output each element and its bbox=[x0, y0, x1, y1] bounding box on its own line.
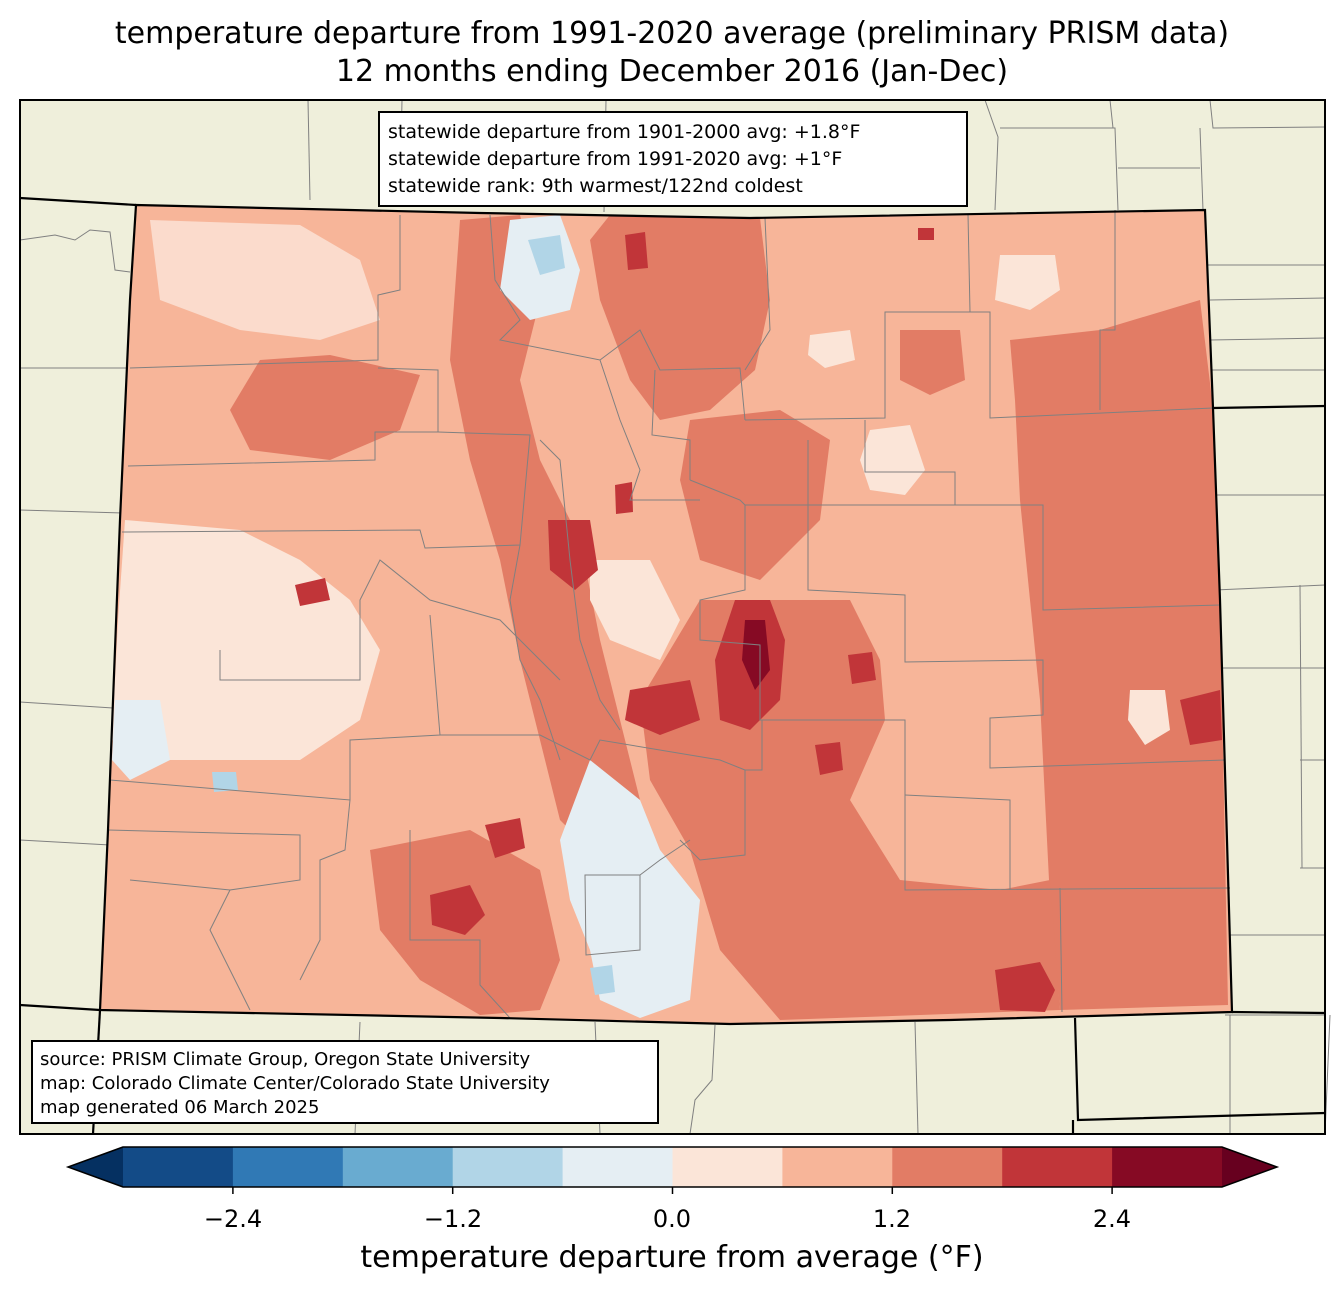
anomaly-region-hot-spot-12 bbox=[918, 228, 934, 240]
colorbar-bin bbox=[342, 1147, 454, 1187]
source-line-prism: source: PRISM Climate Group, Oregon Stat… bbox=[40, 1049, 531, 1070]
oklahoma-texas-border bbox=[1073, 1017, 1326, 1122]
anomaly-region-northeast-spot bbox=[900, 330, 965, 395]
anomaly-region-hot-spot-10 bbox=[625, 232, 648, 270]
colorbar-over-arrow bbox=[1222, 1147, 1277, 1187]
anomaly-region-west-near-normal bbox=[112, 520, 380, 760]
wyoming-utah-border bbox=[19, 196, 137, 207]
anomaly-region-northwest bbox=[230, 355, 420, 460]
colorbar-bin bbox=[562, 1147, 673, 1187]
colorbar-tick-label: 0.0 bbox=[652, 1205, 692, 1233]
statewide-stats-box: statewide departure from 1901-2000 avg: … bbox=[378, 111, 968, 207]
anomaly-region-eastern-plains bbox=[1010, 300, 1228, 1010]
anomaly-region-denver bbox=[680, 410, 830, 580]
colorbar-bin bbox=[452, 1147, 564, 1187]
anomaly-region-hot-spot-6 bbox=[485, 818, 525, 858]
anomaly-region-san-luis-valley bbox=[560, 760, 700, 1018]
colorbar-under-arrow bbox=[68, 1147, 123, 1187]
colorbar-bin bbox=[892, 1147, 1003, 1187]
anomaly-region-hot-spot-9 bbox=[295, 578, 330, 606]
stats-line-1991-2020: statewide departure from 1991-2020 avg: … bbox=[388, 148, 843, 170]
anomaly-region-south-park bbox=[590, 560, 680, 660]
arizona-nm-border bbox=[19, 1003, 101, 1012]
colorbar-tick-label: −2.4 bbox=[203, 1205, 263, 1233]
source-line-map: map: Colorado Climate Center/Colorado St… bbox=[40, 1073, 550, 1094]
source-credits-box: source: PRISM Climate Group, Oregon Stat… bbox=[31, 1040, 659, 1124]
colorado-boundary bbox=[98, 203, 1234, 1026]
anomaly-region-west-cool bbox=[112, 700, 170, 780]
anomaly-region-hot-spot-2 bbox=[625, 680, 700, 735]
colorbar-bin bbox=[123, 1147, 234, 1187]
colorbar bbox=[65, 1146, 1280, 1194]
nebraska-kansas-border bbox=[1212, 404, 1326, 410]
colorbar-label: temperature departure from average (°F) bbox=[360, 1240, 984, 1275]
colorbar-outline bbox=[65, 1146, 1280, 1188]
anomaly-region-mountains bbox=[450, 215, 640, 860]
anomaly-region-hot-spot-7 bbox=[815, 742, 843, 775]
stats-line-1901-2000: statewide departure from 1901-2000 avg: … bbox=[388, 121, 861, 143]
kansas-oklahoma-border bbox=[1231, 1010, 1326, 1015]
colorbar-bin bbox=[782, 1147, 893, 1187]
anomaly-region-northeast-patch bbox=[860, 425, 925, 495]
colorbar-tick-label: 1.2 bbox=[872, 1205, 912, 1233]
anomaly-region-hot-spot-3 bbox=[1180, 690, 1222, 745]
anomaly-region-hot-spot-5 bbox=[430, 885, 485, 935]
colorbar-bin bbox=[672, 1147, 783, 1187]
anomaly-region-small-patch bbox=[808, 330, 855, 368]
colorbar-tick-label: −1.2 bbox=[423, 1205, 483, 1233]
anomaly-region-cool-spot-3 bbox=[212, 772, 238, 792]
colorbar-bin bbox=[1002, 1147, 1113, 1187]
county-lines bbox=[107, 210, 1231, 1019]
source-line-generated: map generated 06 March 2025 bbox=[40, 1097, 320, 1118]
anomaly-region-cool-spot-1 bbox=[528, 235, 565, 275]
chart-title-line2: 12 months ending December 2016 (Jan-Dec) bbox=[335, 54, 1009, 89]
map-frame bbox=[19, 99, 1326, 1135]
colorbar-tick-label: 2.4 bbox=[1092, 1205, 1132, 1233]
anomaly-region-northwest-corner bbox=[150, 220, 380, 340]
anomaly-region-hot-spot-4 bbox=[995, 962, 1055, 1012]
anomaly-region-east-patch bbox=[1128, 690, 1170, 745]
chart-title-line1: temperature departure from 1991-2020 ave… bbox=[114, 16, 1230, 51]
anomaly-region-hot-spot-8 bbox=[848, 652, 876, 684]
anomaly-regions bbox=[112, 215, 1228, 1020]
anomaly-region-north-patch bbox=[995, 255, 1060, 310]
colorbar-bin bbox=[1112, 1147, 1223, 1187]
anomaly-region-hot-spot-1 bbox=[548, 520, 598, 590]
anomaly-region-cool-spot-2 bbox=[590, 965, 615, 995]
stats-line-rank: statewide rank: 9th warmest/122nd coldes… bbox=[388, 175, 803, 197]
colorbar-bin bbox=[232, 1147, 344, 1187]
anomaly-region-pikes-peak-max bbox=[742, 620, 770, 690]
anomaly-region-hot-spot-11 bbox=[615, 482, 633, 514]
